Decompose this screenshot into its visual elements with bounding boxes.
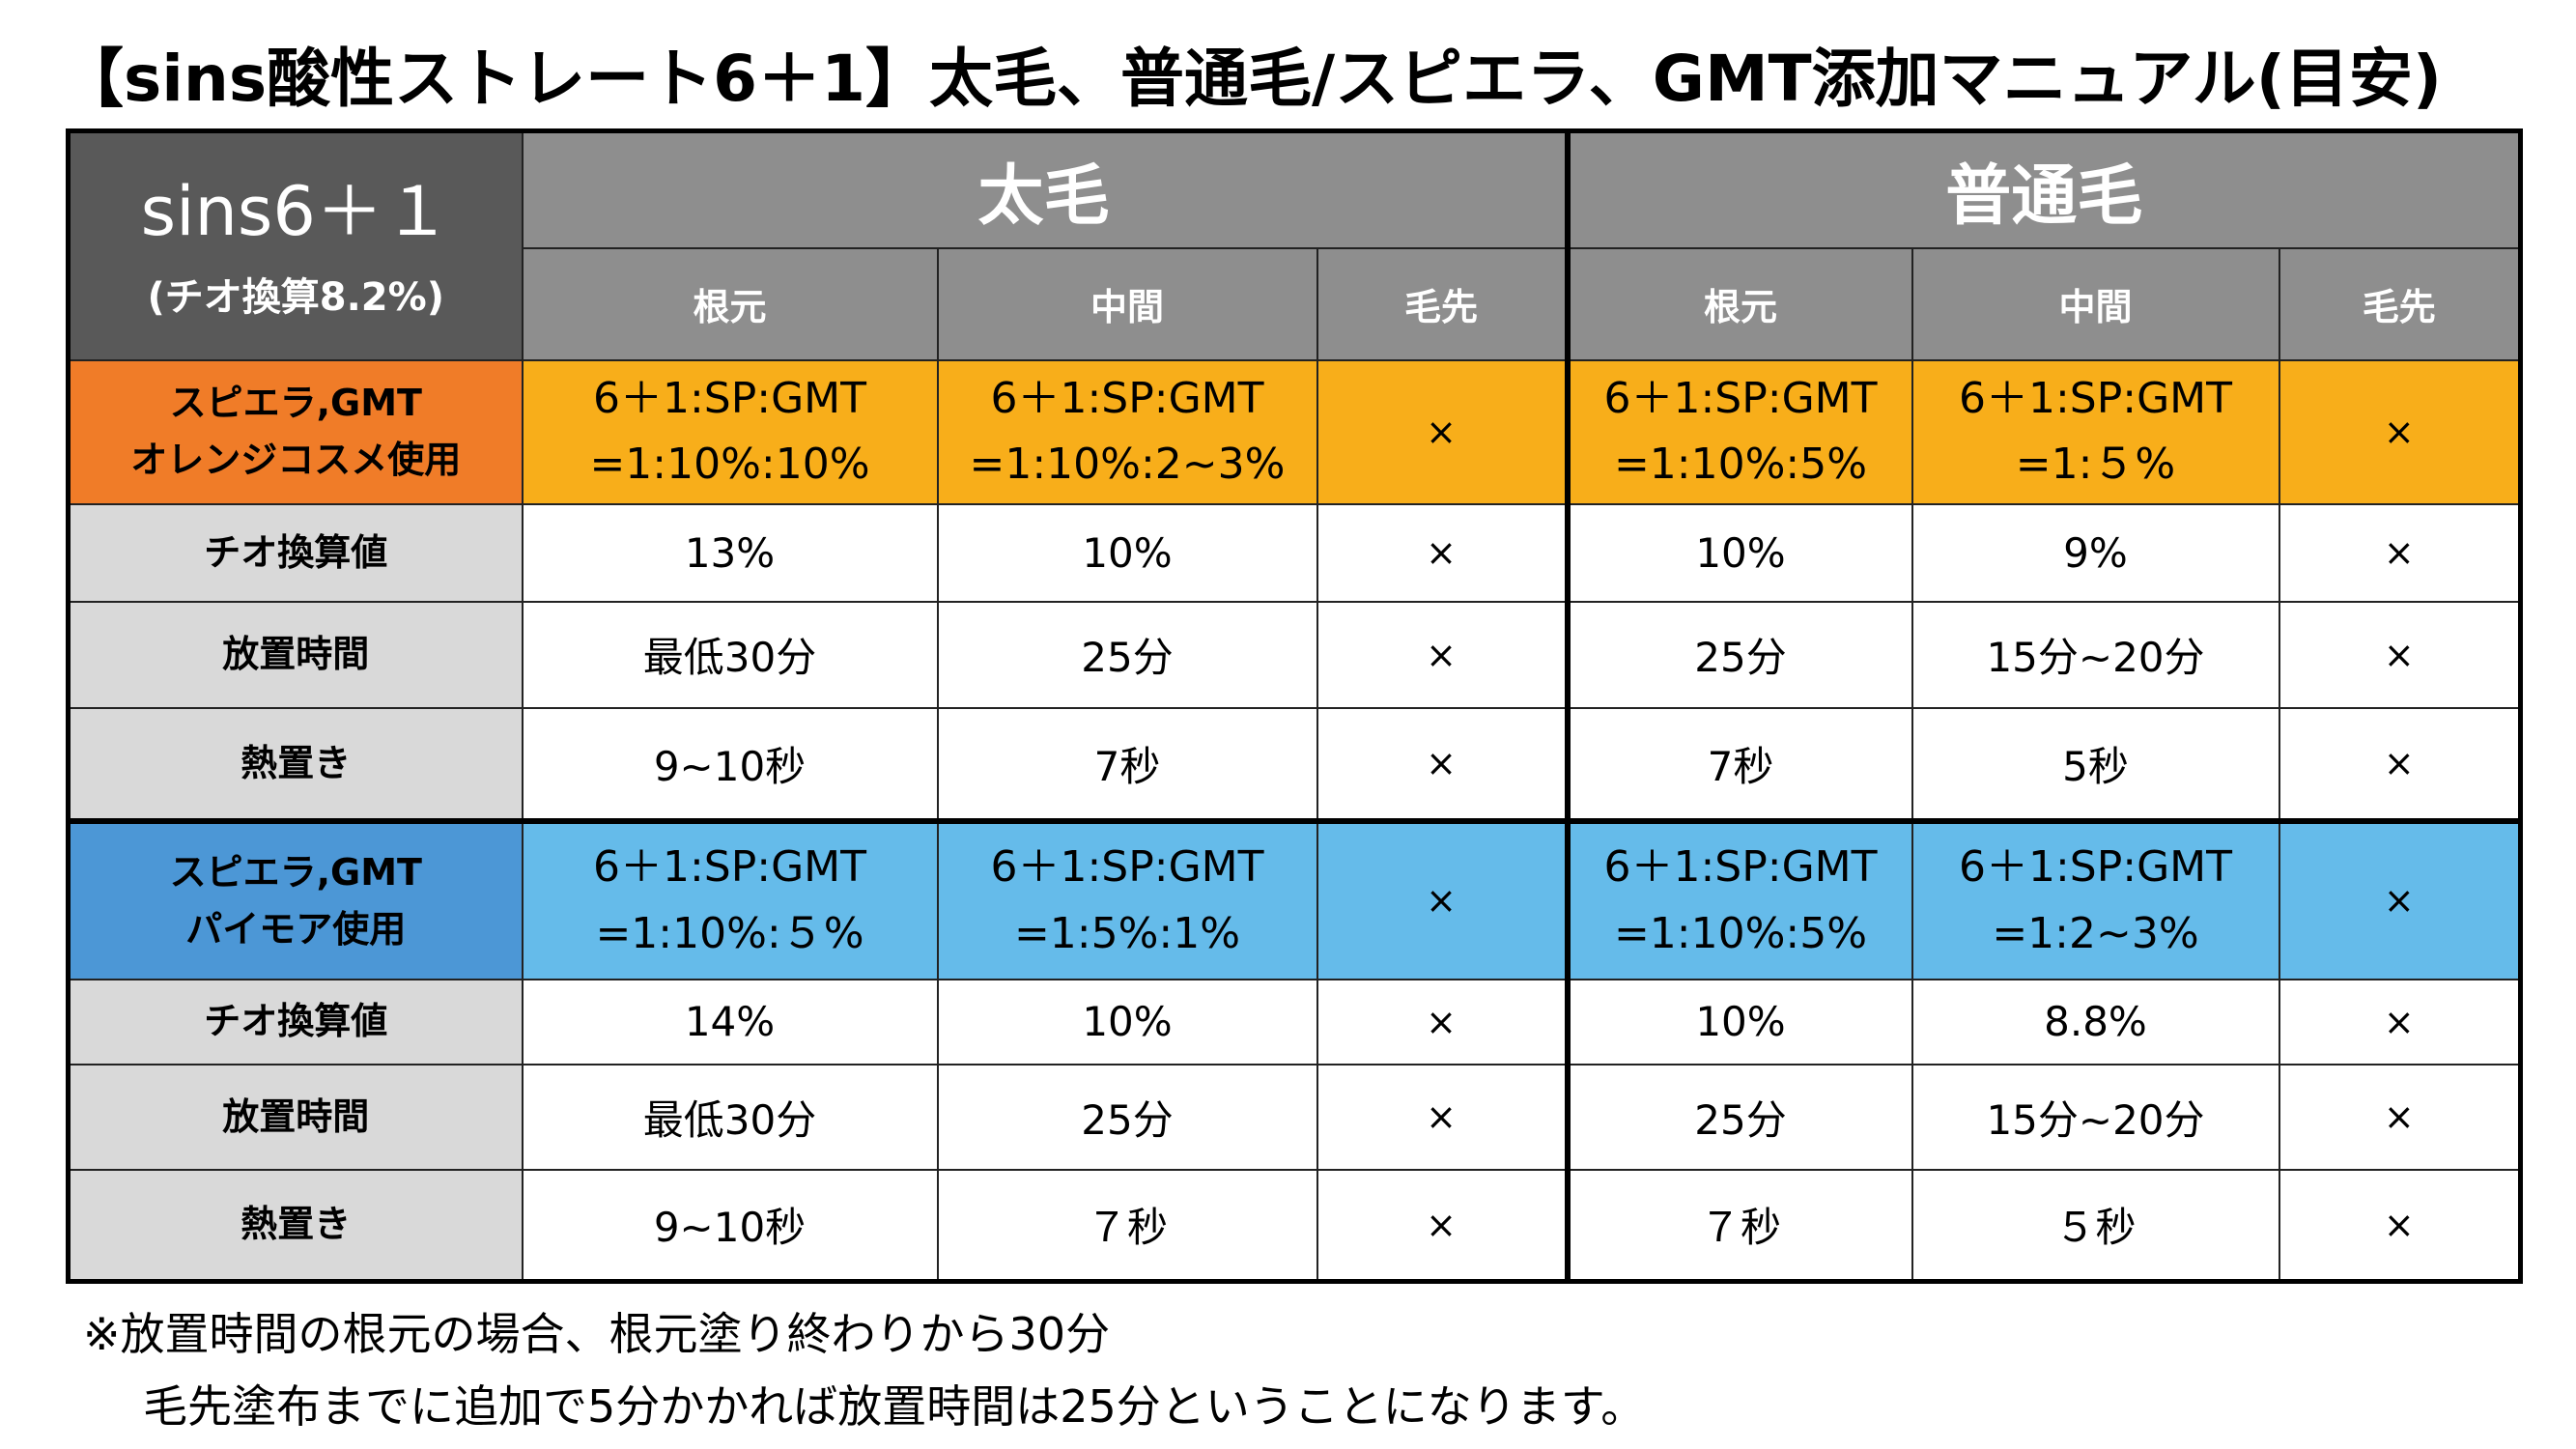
value-cell: 10% — [936, 502, 1318, 603]
section-label-line1: スピエラ,GMT — [169, 382, 422, 425]
section-label-line2: オレンジコスメ使用 — [130, 439, 462, 481]
value-cell: × — [2278, 1063, 2522, 1171]
mix-ratio-cell: 6＋1:SP:GMT =1:５% — [1911, 358, 2280, 505]
row-label: チオ換算値 — [67, 978, 524, 1065]
value-cell: 14% — [521, 978, 939, 1065]
column-header: 根元 — [1564, 246, 1913, 361]
value-cell: 最低30分 — [521, 1063, 939, 1171]
value-cell: 9~10秒 — [521, 1168, 939, 1283]
corner-header: sins6＋１ (チオ換算8.2%) — [67, 129, 524, 361]
row-label: 放置時間 — [67, 600, 524, 709]
value-cell: 8.8% — [1911, 978, 2280, 1065]
value-cell: 25分 — [1564, 1063, 1913, 1171]
footnote-line2: 毛先塗布までに追加で5分かかれば放置時間は25分ということになります。 — [143, 1380, 1646, 1433]
value-cell: ７秒 — [936, 1168, 1318, 1283]
mix-ratio-cell: 6＋1:SP:GMT =1:5%:1% — [936, 817, 1318, 980]
mix-ratio-cell: 6＋1:SP:GMT =1:10%:10% — [521, 358, 939, 505]
value-cell: × — [2278, 1168, 2522, 1283]
row-label: 放置時間 — [67, 1063, 524, 1171]
value-cell: 7秒 — [936, 706, 1318, 822]
value-cell: 25分 — [936, 600, 1318, 709]
footnote-line1: ※放置時間の根元の場合、根元塗り終わりから30分 — [83, 1308, 1111, 1360]
row-label: 熱置き — [67, 706, 524, 822]
mix-ratio-cell: × — [2278, 358, 2522, 505]
value-cell: 13% — [521, 502, 939, 603]
value-cell: × — [1316, 502, 1569, 603]
corner-title: sins6＋１ — [140, 171, 451, 251]
mix-ratio-cell: 6＋1:SP:GMT =1:10%:5% — [1564, 358, 1913, 505]
column-header: 中間 — [936, 246, 1318, 361]
row-label: チオ換算値 — [67, 502, 524, 603]
value-cell: × — [1316, 1168, 1569, 1283]
value-cell: 5秒 — [1911, 706, 2280, 822]
column-header: 毛先 — [1316, 246, 1569, 361]
column-header: 中間 — [1911, 246, 2280, 361]
section-label-orange: スピエラ,GMT オレンジコスメ使用 — [67, 358, 524, 505]
section-label-blue: スピエラ,GMT パイモア使用 — [67, 817, 524, 980]
value-cell: 25分 — [1564, 600, 1913, 709]
column-header: 毛先 — [2278, 246, 2522, 361]
corner-subtitle: (チオ換算8.2%) — [147, 274, 445, 320]
value-cell: 15分~20分 — [1911, 600, 2280, 709]
value-cell: 10% — [936, 978, 1318, 1065]
mix-ratio-cell: 6＋1:SP:GMT =1:10%:５% — [521, 817, 939, 980]
group-header-normal: 普通毛 — [1564, 129, 2522, 249]
value-cell: × — [2278, 600, 2522, 709]
row-label: 熱置き — [67, 1168, 524, 1283]
value-cell: × — [1316, 706, 1569, 822]
value-cell: ５秒 — [1911, 1168, 2280, 1283]
page-title: 【sins酸性ストレート6＋1】太毛、普通毛/スピエラ、GMT添加マニュアル(目… — [60, 42, 2443, 116]
mix-ratio-cell: 6＋1:SP:GMT =1:10%:5% — [1564, 817, 1913, 980]
manual-table: sins6＋１ (チオ換算8.2%) 太毛 普通毛 根元 中間 毛先 根元 中間… — [66, 128, 2524, 1284]
value-cell: 9~10秒 — [521, 706, 939, 822]
value-cell: 25分 — [936, 1063, 1318, 1171]
mix-ratio-cell: × — [2278, 817, 2522, 980]
value-cell: 9% — [1911, 502, 2280, 603]
group-header-thick: 太毛 — [521, 129, 1569, 249]
section-label-line1: スピエラ,GMT — [169, 850, 422, 894]
mix-ratio-cell: × — [1316, 358, 1569, 505]
mix-ratio-cell: 6＋1:SP:GMT =1:10%:2~3% — [936, 358, 1318, 505]
column-header: 根元 — [521, 246, 939, 361]
value-cell: 10% — [1564, 978, 1913, 1065]
mix-ratio-cell: × — [1316, 817, 1569, 980]
value-cell: ７秒 — [1564, 1168, 1913, 1283]
value-cell: 15分~20分 — [1911, 1063, 2280, 1171]
value-cell: × — [2278, 706, 2522, 822]
value-cell: 最低30分 — [521, 600, 939, 709]
value-cell: 10% — [1564, 502, 1913, 603]
mix-ratio-cell: 6＋1:SP:GMT =1:2~3% — [1911, 817, 2280, 980]
value-cell: × — [2278, 502, 2522, 603]
value-cell: × — [1316, 1063, 1569, 1171]
value-cell: × — [2278, 978, 2522, 1065]
value-cell: 7秒 — [1564, 706, 1913, 822]
value-cell: × — [1316, 978, 1569, 1065]
value-cell: × — [1316, 600, 1569, 709]
section-label-line2: パイモア使用 — [185, 907, 407, 951]
